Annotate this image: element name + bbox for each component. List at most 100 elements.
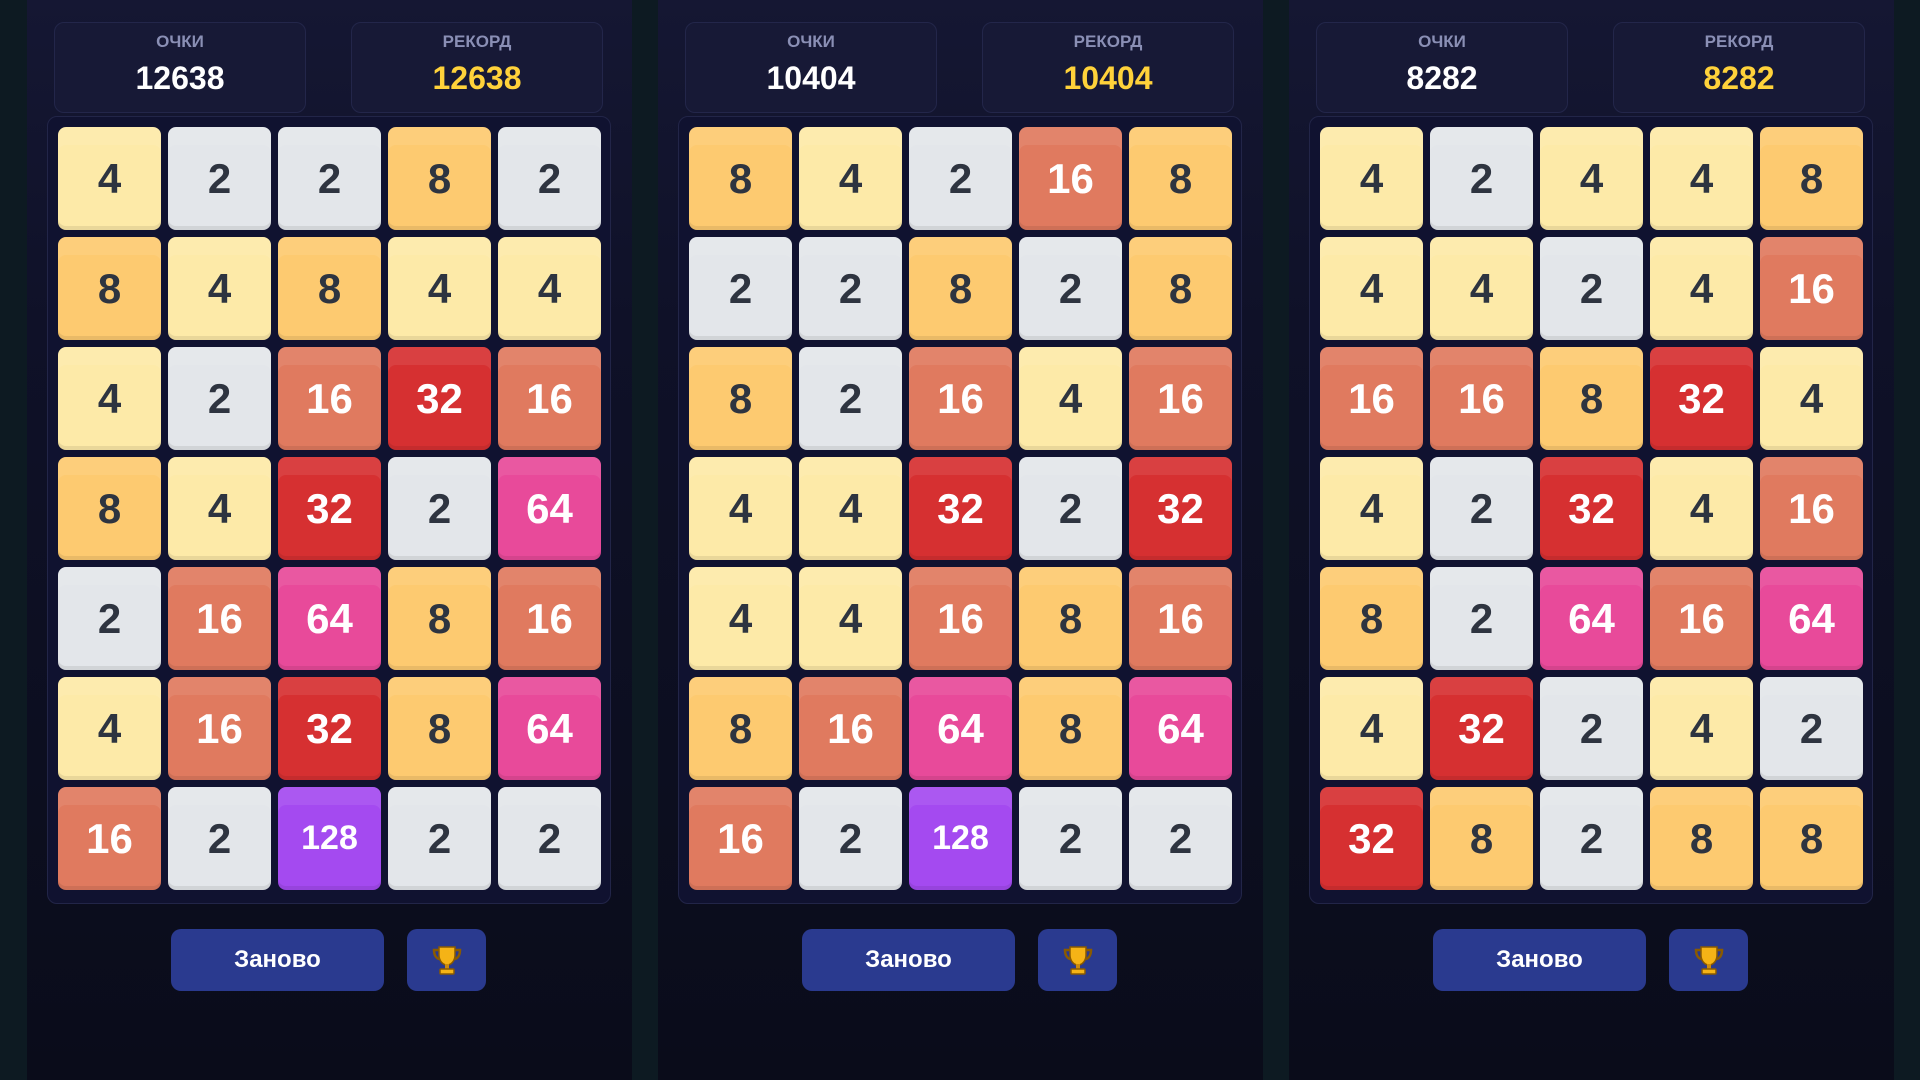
tile: 8 — [1540, 347, 1643, 450]
tile: 2 — [1430, 127, 1533, 230]
leaderboard-button[interactable] — [1038, 929, 1117, 991]
tile: 32 — [1540, 457, 1643, 560]
best-value: 12638 — [432, 60, 522, 96]
tile: 64 — [278, 567, 381, 670]
tile: 16 — [799, 677, 902, 780]
tile: 4 — [1650, 127, 1753, 230]
tile: 2 — [1129, 787, 1232, 890]
tile: 16 — [909, 567, 1012, 670]
tile: 4 — [1540, 127, 1643, 230]
tile: 64 — [909, 677, 1012, 780]
tile: 8 — [278, 237, 381, 340]
tile: 2 — [388, 457, 491, 560]
game-panel: ОЧКИ 8282 РЕКОРД 8282 4 2 4 4 8 4 4 2 4 16 16 16 8 32 4 4 2 3… — [1289, 0, 1894, 1080]
tile: 16 — [278, 347, 381, 450]
score-label: ОЧКИ — [787, 32, 835, 51]
tile: 2 — [909, 127, 1012, 230]
tile: 128 — [278, 787, 381, 890]
tile: 8 — [1650, 787, 1753, 890]
tile: 4 — [689, 457, 792, 560]
tile: 2 — [498, 787, 601, 890]
tile: 8 — [58, 457, 161, 560]
tile: 2 — [1430, 567, 1533, 670]
tile: 8 — [388, 677, 491, 780]
tile: 8 — [1129, 127, 1232, 230]
tile: 8 — [1760, 127, 1863, 230]
tile: 16 — [168, 567, 271, 670]
leaderboard-button[interactable] — [1669, 929, 1748, 991]
best-value: 8282 — [1703, 60, 1775, 96]
best-box: РЕКОРД 10404 — [982, 22, 1234, 113]
tile: 4 — [1760, 347, 1863, 450]
leaderboard-button[interactable] — [407, 929, 486, 991]
tile: 16 — [909, 347, 1012, 450]
best-label: РЕКОРД — [1704, 32, 1774, 51]
tile: 16 — [498, 347, 601, 450]
tile: 2 — [168, 127, 271, 230]
restart-button[interactable]: Заново — [171, 929, 384, 991]
restart-button[interactable]: Заново — [1433, 929, 1646, 991]
tile: 2 — [1540, 237, 1643, 340]
trophy-icon — [1694, 946, 1723, 975]
trophy-icon — [432, 946, 461, 975]
tile: 32 — [1650, 347, 1753, 450]
score-box: ОЧКИ 12638 — [54, 22, 306, 113]
tile: 2 — [1019, 787, 1122, 890]
best-box: РЕКОРД 12638 — [351, 22, 603, 113]
tile: 128 — [909, 787, 1012, 890]
tile: 8 — [1320, 567, 1423, 670]
tile: 16 — [1650, 567, 1753, 670]
tile: 4 — [58, 127, 161, 230]
tile: 2 — [1540, 677, 1643, 780]
tile: 4 — [1019, 347, 1122, 450]
tile: 8 — [689, 127, 792, 230]
board: 8 4 2 16 8 2 2 8 2 8 8 2 16 4 16 4 4 32 2 32 4 4 16 8 16 8 16 64 8 64… — [678, 116, 1242, 904]
restart-button[interactable]: Заново — [802, 929, 1015, 991]
tile: 4 — [799, 127, 902, 230]
tile: 8 — [1019, 677, 1122, 780]
tile: 64 — [1760, 567, 1863, 670]
tile: 4 — [1430, 237, 1533, 340]
score-value: 10404 — [766, 60, 856, 96]
tile: 2 — [799, 237, 902, 340]
tile: 8 — [689, 347, 792, 450]
tile: 4 — [1320, 127, 1423, 230]
tile: 16 — [168, 677, 271, 780]
game-panel: ОЧКИ 10404 РЕКОРД 10404 8 4 2 16 8 2 2 8 2 8 8 2 16 4 16 4 4… — [658, 0, 1263, 1080]
tile: 4 — [799, 457, 902, 560]
tile: 8 — [1019, 567, 1122, 670]
tile: 4 — [58, 347, 161, 450]
tile: 16 — [58, 787, 161, 890]
tile: 2 — [1019, 237, 1122, 340]
tile: 8 — [689, 677, 792, 780]
tile: 4 — [1320, 677, 1423, 780]
tile: 2 — [388, 787, 491, 890]
tile: 16 — [1430, 347, 1533, 450]
tile: 8 — [1760, 787, 1863, 890]
tile: 8 — [1430, 787, 1533, 890]
tile: 2 — [168, 787, 271, 890]
tile: 16 — [1760, 457, 1863, 560]
board: 4 2 2 8 2 8 4 8 4 4 4 2 16 32 16 8 4 32 2 64 2 16 64 8 16 4 16 32 8 6… — [47, 116, 611, 904]
board: 4 2 4 4 8 4 4 2 4 16 16 16 8 32 4 4 2 32 4 16 8 2 64 16 64 4 32 2 4 2… — [1309, 116, 1873, 904]
tile: 2 — [1430, 457, 1533, 560]
score-label: ОЧКИ — [1418, 32, 1466, 51]
tile: 2 — [58, 567, 161, 670]
tile: 8 — [388, 127, 491, 230]
tile: 8 — [388, 567, 491, 670]
game-panel: ОЧКИ 12638 РЕКОРД 12638 4 2 2 8 2 8 4 8 4 4 4 2 16 32 16 8 4… — [27, 0, 632, 1080]
tile: 2 — [1540, 787, 1643, 890]
tile: 4 — [1320, 457, 1423, 560]
best-label: РЕКОРД — [442, 32, 512, 51]
tile: 64 — [498, 457, 601, 560]
trophy-icon — [1063, 946, 1092, 975]
best-label: РЕКОРД — [1073, 32, 1143, 51]
tile: 32 — [1430, 677, 1533, 780]
tile: 2 — [1019, 457, 1122, 560]
tile: 32 — [278, 677, 381, 780]
tile: 32 — [1320, 787, 1423, 890]
tile: 4 — [1650, 237, 1753, 340]
tile: 2 — [168, 347, 271, 450]
tile: 64 — [1540, 567, 1643, 670]
